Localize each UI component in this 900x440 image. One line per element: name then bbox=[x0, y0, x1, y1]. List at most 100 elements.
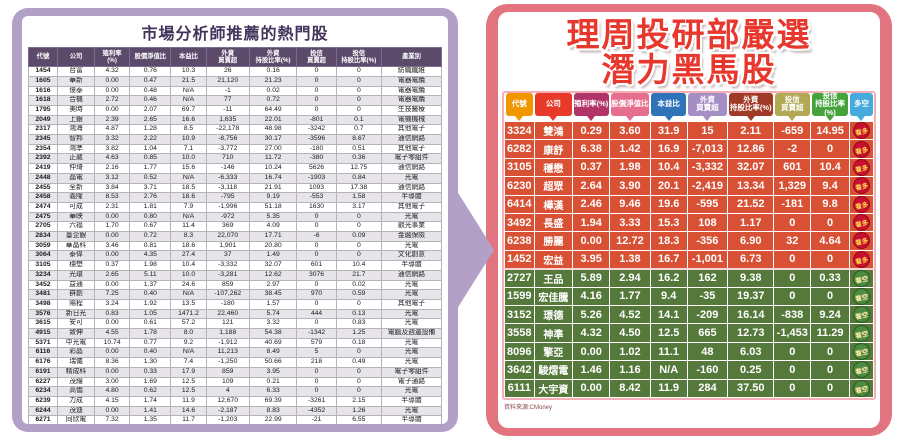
value-cell: 3.00 bbox=[94, 376, 131, 388]
industry-cell: 生技醫療 bbox=[381, 104, 442, 116]
bearish-stamp-badge: 看空 bbox=[851, 380, 872, 397]
value-cell: 0.09 bbox=[335, 231, 383, 242]
industry-cell: 光電 bbox=[381, 386, 442, 397]
value-cell: 1.58 bbox=[335, 192, 383, 203]
value-cell: 1.77 bbox=[609, 286, 651, 307]
value-cell: 2.39 bbox=[94, 114, 131, 126]
right-source-note: 資料來源:CMoney bbox=[504, 405, 553, 412]
left-stock-row: 6191 精成科 0.00 0.33 17.9 859 3.95 0 0 電子零組件 bbox=[28, 366, 442, 378]
sentiment-cell: 看空 bbox=[848, 305, 875, 325]
darkhorse-stocks-content: 理周投研部嚴選 潛力黑馬股 代號 公司 殖利率(%) 股價淨值比 本益比 外資 買賣超 外資… bbox=[498, 12, 880, 428]
value-cell: 1.30 bbox=[129, 357, 172, 368]
left-stock-row: 3576 新日光 0.83 1.05 1471.2 22,460 5.74 444 0.13 光電 bbox=[28, 308, 442, 320]
sentiment-cell: 看多 bbox=[848, 139, 875, 159]
value-cell: 0 bbox=[335, 240, 383, 252]
value-cell: 16.6 bbox=[170, 114, 207, 126]
company-cell: 神準 bbox=[533, 323, 574, 343]
value-cell: 11.4 bbox=[170, 221, 207, 233]
value-cell: 0.00 bbox=[94, 347, 131, 359]
value-cell: 1.41 bbox=[129, 405, 172, 417]
stock-code-cell: 6176 bbox=[28, 357, 58, 368]
darkhorse-stock-row: 6282 康舒 6.38 1.42 16.9 -7,013 12.86 -2 0 看多 bbox=[504, 139, 875, 159]
left-column-header: 股價淨值比 bbox=[129, 46, 172, 68]
left-stock-row: 2392 正崴 4.63 0.85 10.0 710 11.72 -380 0.36 電子零組件 bbox=[28, 153, 442, 165]
value-cell: 16.2 bbox=[649, 267, 688, 288]
left-stock-row: 2455 全新 3.84 3.71 18.5 -3,118 21.91 1093 17.38 通信… bbox=[28, 182, 442, 194]
value-cell: 10.3 bbox=[170, 66, 207, 77]
company-cell: 上銀 bbox=[56, 114, 96, 126]
stock-code-cell: 6111 bbox=[504, 378, 535, 399]
value-cell: 1.57 bbox=[248, 298, 298, 310]
darkhorse-stock-row: 3492 長盛 1.94 3.33 15.3 108 1.17 0 0 看多 bbox=[504, 212, 875, 233]
value-cell: 0.18 bbox=[335, 337, 383, 349]
company-cell: 璟德 bbox=[533, 305, 574, 325]
value-cell: 0 bbox=[335, 298, 383, 310]
industry-cell: 光電 bbox=[381, 289, 442, 300]
stock-code-cell: 2474 bbox=[28, 201, 58, 213]
value-cell: -1,203 bbox=[205, 415, 250, 424]
column-header-chip: 投信 買賣超 bbox=[774, 92, 810, 116]
value-cell: 1.26 bbox=[335, 405, 383, 417]
left-column-header: 投信 持股比率(%) bbox=[335, 46, 383, 68]
stock-code-cell: 3558 bbox=[504, 323, 535, 343]
industry-cell: 通信網路 bbox=[381, 134, 442, 145]
value-cell: 22.01 bbox=[248, 114, 298, 126]
industry-cell: 電子零組件 bbox=[381, 153, 442, 165]
stock-code-cell: 2317 bbox=[28, 124, 58, 136]
value-cell: 1.69 bbox=[129, 376, 172, 388]
value-cell: 3.60 bbox=[609, 120, 651, 141]
company-cell: 長盛 bbox=[533, 212, 574, 233]
value-cell: 8.36 bbox=[94, 357, 131, 368]
company-cell: 義隆 bbox=[56, 192, 96, 203]
stock-code-cell: 3234 bbox=[28, 269, 58, 281]
value-cell: 54.38 bbox=[248, 328, 298, 339]
sentiment-cell: 看多 bbox=[848, 231, 875, 251]
left-stock-row: 6176 瑞儀 8.36 1.30 7.4 -1,250 50.66 218 0.49 光電 bbox=[28, 357, 442, 368]
column-header-chip: 外資 持股比率(%) bbox=[728, 92, 773, 116]
value-cell: 22,460 bbox=[205, 308, 250, 320]
value-cell: 4.64 bbox=[810, 231, 850, 251]
company-cell: 鴻海 bbox=[56, 124, 96, 136]
value-cell: 0.00 bbox=[94, 250, 131, 262]
company-cell: 茂迪 bbox=[56, 405, 96, 417]
value-cell: 0 bbox=[335, 250, 383, 262]
company-cell: 康舒 bbox=[533, 139, 574, 159]
stock-code-cell: 2392 bbox=[28, 153, 58, 165]
bullish-stamp-badge: 看多 bbox=[851, 122, 872, 139]
value-cell: 12.72 bbox=[609, 231, 651, 251]
value-cell: -795 bbox=[205, 192, 250, 203]
stock-code-cell: 6238 bbox=[504, 231, 535, 251]
company-cell: 正崴 bbox=[56, 153, 96, 165]
value-cell: 11.29 bbox=[810, 323, 850, 343]
darkhorse-stock-row: 3642 駿熠電 1.46 1.16 N/A -160 0.25 0 0 看空 bbox=[504, 360, 875, 380]
stock-code-cell: 2727 bbox=[504, 267, 535, 288]
company-cell: 智邦 bbox=[56, 134, 96, 145]
value-cell: 8.83 bbox=[248, 405, 298, 417]
value-cell: 5626 bbox=[296, 163, 337, 174]
value-cell: 3.90 bbox=[609, 176, 651, 196]
stock-code-cell: 1452 bbox=[504, 249, 535, 270]
value-cell: 0 bbox=[296, 211, 337, 223]
value-cell: 0 bbox=[810, 341, 850, 362]
column-header-chip: 殖利率(%) bbox=[573, 92, 609, 116]
darkhorse-table-frame: 代號 公司 殖利率(%) 股價淨值比 本益比 外資 買賣超 外資 持股比率(%) 投信 買賣超… bbox=[502, 91, 876, 401]
darkhorse-stock-row: 6111 大宇資 0.00 8.42 11.9 284 37.50 0 0 看空 bbox=[504, 378, 875, 399]
left-column-header: 產業別 bbox=[381, 46, 442, 68]
value-cell: 0 bbox=[335, 75, 383, 87]
value-cell: 0 bbox=[335, 104, 383, 116]
value-cell: 10.4 bbox=[335, 260, 383, 271]
company-cell: 合機 bbox=[56, 95, 96, 106]
sentiment-cell: 看空 bbox=[848, 323, 875, 343]
value-cell: 8.5 bbox=[170, 124, 207, 136]
value-cell: 64.49 bbox=[248, 104, 298, 116]
industry-cell: 光電 bbox=[381, 405, 442, 417]
value-cell: 5.35 bbox=[248, 211, 298, 223]
value-cell: 0 bbox=[335, 366, 383, 378]
left-stock-row: 1616 億泰 0.00 0.48 N/A -1 0.02 0 0 電器電纜 bbox=[28, 85, 442, 97]
stock-code-cell: 1454 bbox=[28, 66, 58, 77]
sentiment-cell: 看多 bbox=[848, 157, 875, 178]
value-cell: 0 bbox=[810, 286, 850, 307]
company-cell: 鴻準 bbox=[56, 143, 96, 155]
sentiment-cell: 看多 bbox=[848, 194, 875, 214]
value-cell: 30.17 bbox=[248, 134, 298, 145]
